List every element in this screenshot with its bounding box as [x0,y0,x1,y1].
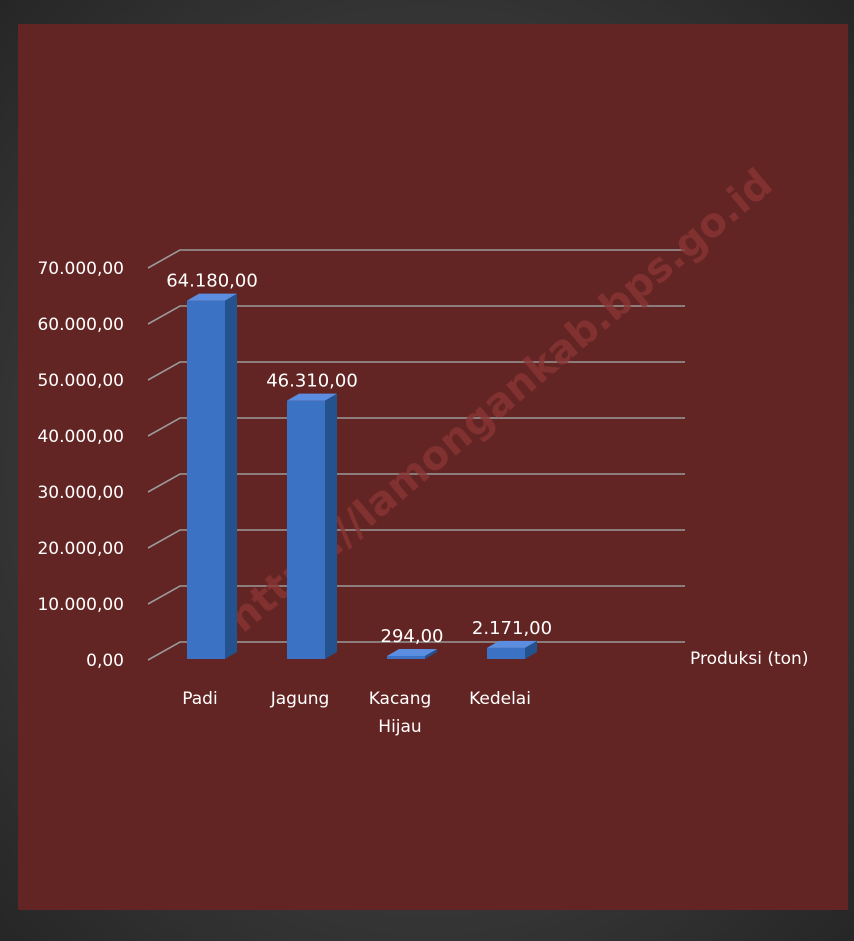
bar-top-face [287,393,337,401]
y-tick-label: 70.000,00 [37,259,124,279]
bar [287,393,337,659]
y-tick-label: 10.000,00 [37,595,124,615]
data-label: 46.310,00 [266,371,358,392]
bar-side-face [325,393,337,659]
chart-frame: https://lamongankab.bps.go.id 0,00 10.000… [18,24,848,910]
data-label: 2.171,00 [472,618,552,639]
bar-side-face [525,640,537,659]
data-label: 64.180,00 [166,271,258,292]
y-tick-label: 30.000,00 [37,483,124,503]
bar-front-face [487,647,525,659]
data-label: 294,00 [381,626,444,647]
category-label: Kedelai [469,689,531,709]
category-label: Padi [182,689,217,709]
bar-top-face [387,649,437,656]
bar-front-face [287,400,325,659]
gridlines [147,249,685,661]
gridline [147,529,685,549]
bars [187,293,537,659]
bar-side-face [425,649,437,659]
gridline [147,305,685,325]
plot-background [18,24,848,910]
legend-series-label: Produksi (ton) [690,649,808,669]
bar [187,293,237,659]
category-labels: Padi Jagung Kacang Hijau Kedelai [182,689,531,737]
y-tick-label: 50.000,00 [37,371,124,391]
bar-front-face [187,300,225,659]
bar-top-face [187,293,237,301]
bar [387,649,437,659]
bar-top-face [487,640,537,648]
y-tick-label: 0,00 [86,651,124,671]
bar [487,640,537,659]
bar-chart: https://lamongankab.bps.go.id 0,0010.000… [18,24,848,910]
gridline [147,249,685,269]
category-label: Jagung [270,689,330,709]
data-labels: 64.180,00 46.310,00 294,00 2.171,00 [166,271,552,647]
category-label: Kacang Hijau [369,689,432,737]
gridline [147,361,685,381]
y-axis-tick-labels: 0,00 10.000,00 20.000,00 30.000,00 40.000,00… [37,259,124,671]
gridline [147,473,685,493]
gridline [147,585,685,605]
y-tick-label: 60.000,00 [37,315,124,335]
gridline [147,417,685,437]
y-tick-label: 40.000,00 [37,427,124,447]
y-tick-label: 20.000,00 [37,539,124,559]
bar-side-face [225,293,237,659]
bar-front-face [387,656,425,659]
